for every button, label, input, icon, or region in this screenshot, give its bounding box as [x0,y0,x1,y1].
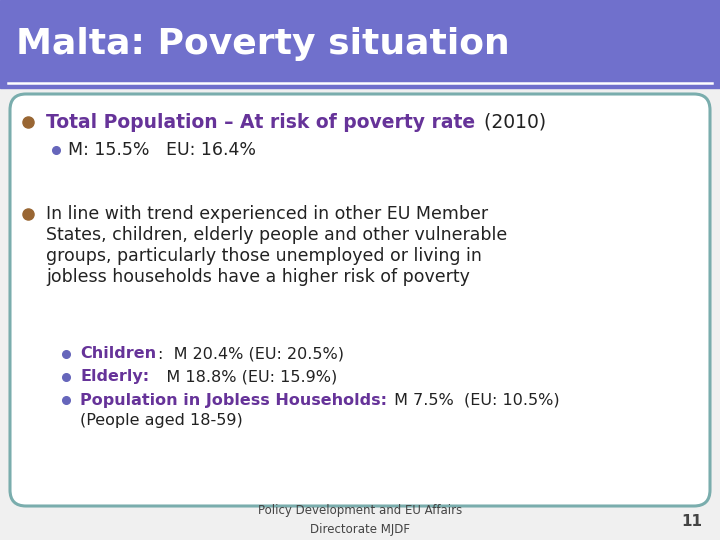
Text: (People aged 18-59): (People aged 18-59) [80,413,243,428]
Text: 11: 11 [681,515,702,530]
Text: Children: Children [80,347,156,361]
Text: States, children, elderly people and other vulnerable: States, children, elderly people and oth… [46,226,508,244]
Text: In line with trend experienced in other EU Member: In line with trend experienced in other … [46,205,488,223]
Text: (2010): (2010) [478,112,546,132]
Text: :  M 20.4% (EU: 20.5%): : M 20.4% (EU: 20.5%) [158,347,344,361]
FancyBboxPatch shape [10,94,710,506]
Text: Elderly:: Elderly: [80,369,149,384]
Text: M 18.8% (EU: 15.9%): M 18.8% (EU: 15.9%) [151,369,338,384]
Text: Population in Jobless Households:: Population in Jobless Households: [80,393,387,408]
Text: jobless households have a higher risk of poverty: jobless households have a higher risk of… [46,268,470,286]
Text: Total Population – At risk of poverty rate: Total Population – At risk of poverty ra… [46,112,475,132]
Bar [0,0,720,88]
Text: Policy Development and EU Affairs
Directorate MJDF: Policy Development and EU Affairs Direct… [258,504,462,536]
Text: groups, particularly those unemployed or living in: groups, particularly those unemployed or… [46,247,482,265]
Text: M: 15.5%   EU: 16.4%: M: 15.5% EU: 16.4% [68,141,256,159]
Text: M 7.5%  (EU: 10.5%): M 7.5% (EU: 10.5%) [389,393,559,408]
Text: Malta: Poverty situation: Malta: Poverty situation [16,27,510,61]
